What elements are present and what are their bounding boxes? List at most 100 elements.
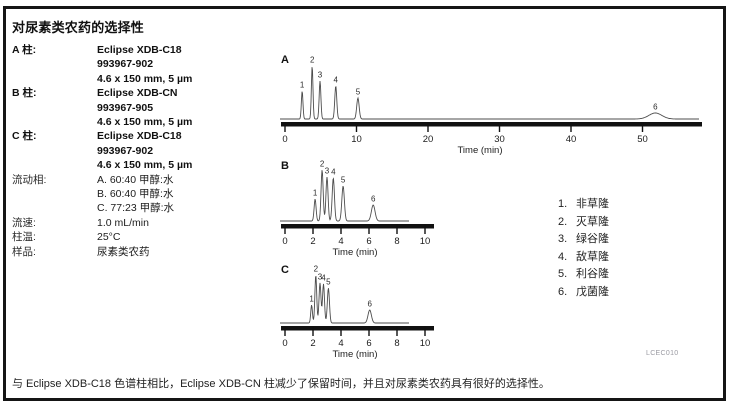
param-label: 流动相:	[12, 173, 47, 186]
x-tick-label: 40	[566, 134, 577, 145]
peak-number-label: 1	[309, 295, 314, 304]
legend-item: 2. 灭草隆	[558, 214, 609, 232]
param-label: C 柱:	[12, 130, 37, 143]
legend-item-number: 1.	[558, 198, 568, 210]
chromatogram-a: A 1 2 3 4 5 6 0 10 20 30 40 50 Time (min)	[276, 46, 728, 161]
peak-number-label: 3	[318, 273, 323, 282]
x-tick-label: 30	[494, 134, 505, 145]
x-tick-label: 0	[282, 134, 287, 145]
peak-number-label: 4	[334, 76, 339, 85]
x-tick-label: 4	[338, 338, 343, 349]
panel-label: A	[281, 54, 289, 66]
param-value-group: 1.0 mL/min	[97, 216, 274, 230]
peak-number-label: 6	[367, 300, 372, 309]
signal-trace	[280, 67, 699, 120]
peak-number-label: 4	[321, 274, 326, 283]
peak-number-label: 5	[356, 88, 361, 97]
param-value-group: Eclipse XDB-C18 993967-902 4.6 x 150 mm, 5…	[97, 129, 274, 172]
chromatogram-b: B 1 2 3 4 5 6 0 2 4 6 8 10 Time (min)	[276, 152, 488, 267]
param-value-group: Eclipse XDB-CN 993967-905 4.6 x 150 mm, 5 …	[97, 86, 274, 129]
x-axis-title: Time (min)	[332, 349, 377, 360]
legend-item-number: 5.	[558, 268, 568, 280]
peak-number-label: 6	[371, 195, 376, 204]
peak-number-label: 5	[341, 176, 346, 185]
peak-number-label: 5	[326, 278, 331, 287]
legend-item-number: 3.	[558, 233, 568, 245]
param-value: C. 77:23 甲醇:水	[97, 202, 175, 215]
legend-item: 6. 戊菌隆	[558, 284, 609, 302]
x-axis-title: Time (min)	[457, 145, 502, 156]
param-value-group: A. 60:40 甲醇:水 B. 60:40 甲醇:水 C. 77:23 甲醇:水	[97, 173, 274, 216]
caption-text: 与 Eclipse XDB-C18 色谱柱相比，Eclipse XDB-CN 柱…	[12, 378, 550, 390]
legend-item: 4. 敌草隆	[558, 249, 609, 267]
legend-item-number: 4.	[558, 250, 568, 263]
conditions-panel: 对尿素类农药的选择性 A 柱: Eclipse XDB-C18 993967-902…	[12, 17, 274, 259]
peak-legend: 1. 非草隆 2. 灭草隆 3. 绿谷隆 4. 敌草隆 5. 利谷隆 6. 戊菌隆	[558, 196, 609, 301]
x-axis-title: Time (min)	[332, 247, 377, 258]
peak-number-label: 1	[300, 81, 305, 90]
figure-code: LCEC010	[646, 350, 679, 357]
param-value: A. 60:40 甲醇:水	[97, 173, 174, 186]
panel-label: C	[281, 264, 289, 276]
x-axis-bar	[281, 224, 434, 229]
x-tick-label: 50	[637, 134, 648, 145]
legend-item-name: 戊菌隆	[576, 285, 609, 298]
param-value: Eclipse XDB-CN	[97, 87, 178, 100]
x-tick-label: 6	[366, 338, 371, 349]
param-value: 993967-905	[97, 101, 154, 114]
x-tick-label: 8	[394, 338, 399, 349]
legend-item-name: 灭草隆	[576, 215, 609, 228]
param-label: A 柱:	[12, 44, 37, 56]
legend-item-name: 非草隆	[576, 198, 609, 210]
figure-frame: 对尿素类农药的选择性 A 柱: Eclipse XDB-C18 993967-902…	[3, 6, 726, 401]
param-value: 993967-902	[97, 58, 154, 71]
x-tick-label: 0	[282, 236, 287, 247]
x-tick-label: 10	[351, 134, 362, 145]
legend-item-name: 绿谷隆	[576, 233, 609, 245]
legend-item: 3. 绿谷隆	[558, 231, 609, 249]
legend-item-number: 6.	[558, 285, 568, 298]
param-value: B. 60:40 甲醇:水	[97, 188, 174, 201]
legend-item-name: 利谷隆	[576, 268, 609, 280]
signal-trace	[280, 170, 409, 222]
param-value: 尿素类农药	[97, 245, 150, 258]
signal-trace	[280, 275, 409, 324]
column-parameters: A 柱: Eclipse XDB-C18 993967-902 4.6 x 150 m…	[12, 43, 274, 259]
legend-item: 1. 非草隆	[558, 196, 609, 214]
peak-number-label: 3	[318, 71, 323, 80]
x-tick-label: 10	[420, 338, 431, 349]
param-label: 样品:	[12, 245, 36, 258]
x-axis-bar	[281, 326, 434, 331]
param-label: 柱温:	[12, 231, 36, 244]
param-value: 4.6 x 150 mm, 5 µm	[97, 159, 193, 172]
legend-item-name: 敌草隆	[576, 250, 609, 263]
param-value: 993967-902	[97, 144, 154, 157]
x-tick-label: 2	[310, 236, 315, 247]
param-value-group: 尿素类农药	[97, 245, 274, 259]
peak-number-label: 2	[314, 265, 319, 274]
panel-label: B	[281, 160, 289, 172]
param-value: 4.6 x 150 mm, 5 µm	[97, 116, 193, 129]
param-value-group: 25°C	[97, 230, 274, 244]
x-tick-label: 10	[420, 236, 431, 247]
param-value: Eclipse XDB-C18	[97, 130, 182, 143]
peak-number-label: 2	[310, 56, 315, 65]
peak-number-label: 3	[325, 167, 330, 176]
param-label: 流速:	[12, 216, 36, 229]
param-value: 25°C	[97, 231, 121, 244]
x-tick-label: 0	[282, 338, 287, 349]
x-tick-label: 20	[423, 134, 434, 145]
x-tick-label: 8	[394, 236, 399, 247]
legend-item: 5. 利谷隆	[558, 266, 609, 284]
param-value-group: Eclipse XDB-C18 993967-902 4.6 x 150 mm, 5…	[97, 43, 274, 86]
x-tick-label: 4	[338, 236, 343, 247]
param-label: B 柱:	[12, 87, 37, 100]
x-tick-label: 2	[310, 338, 315, 349]
peak-number-label: 1	[313, 189, 318, 198]
peak-number-label: 6	[653, 103, 658, 112]
x-tick-label: 6	[366, 236, 371, 247]
param-value: 4.6 x 150 mm, 5 µm	[97, 72, 193, 85]
figure-title: 对尿素类农药的选择性	[12, 20, 145, 35]
param-value: 1.0 mL/min	[97, 216, 149, 229]
legend-item-number: 2.	[558, 215, 568, 228]
